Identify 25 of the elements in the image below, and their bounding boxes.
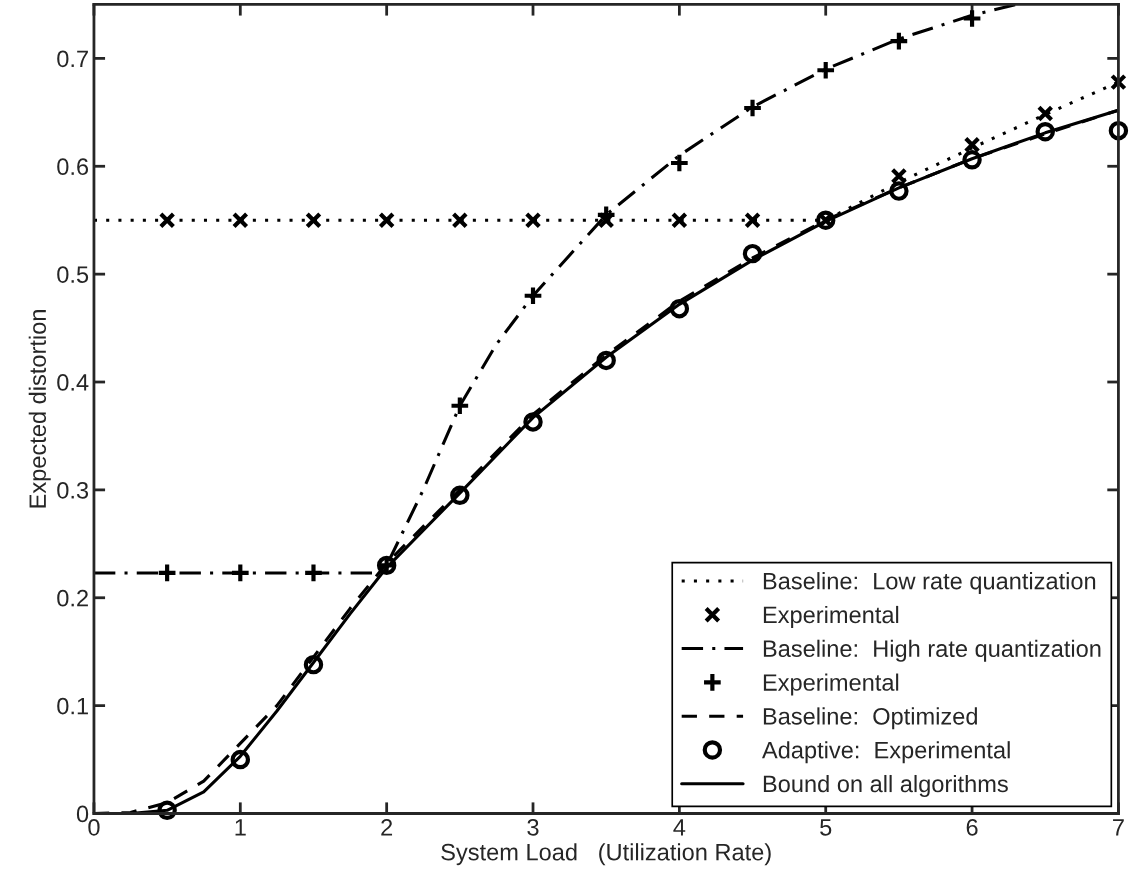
- legend-label: Experimental: [763, 605, 899, 628]
- x-tick-label: 3: [527, 818, 539, 836]
- y-tick-label: 0.1: [57, 697, 88, 715]
- x-tick-label: 6: [966, 818, 978, 836]
- y-tick-label: 0.4: [57, 374, 89, 391]
- x-tick-label: 1: [235, 819, 246, 836]
- y-tick-label: 0.5: [57, 266, 89, 283]
- y-tick-label: 0: [76, 805, 89, 823]
- y-tick-label: 0.6: [57, 158, 89, 176]
- y-axis-title: Expected distortion: [28, 310, 51, 508]
- legend-label: Adaptive: Experimental: [762, 741, 1010, 764]
- x-tick-label: 0: [88, 818, 100, 836]
- x-tick-label: 4: [673, 819, 686, 836]
- x-tick-label: 5: [820, 819, 832, 836]
- y-tick-label: 0.7: [57, 50, 88, 68]
- legend-label: Baseline: High rate quantization: [763, 639, 1101, 662]
- y-tick-label: 0.2: [57, 589, 88, 607]
- x-axis-title: System Load (Utilization Rate): [441, 843, 771, 866]
- x-tick-label: 2: [381, 818, 393, 836]
- legend-label: Baseline: Low rate quantization: [763, 572, 1096, 595]
- y-tick-label: 0.3: [57, 481, 89, 499]
- legend-label: Bound on all algorithms: [763, 774, 1008, 797]
- x-tick-label: 7: [1113, 819, 1124, 836]
- legend-label: Experimental: [763, 673, 899, 696]
- legend-label: Baseline: Optimized: [763, 707, 977, 730]
